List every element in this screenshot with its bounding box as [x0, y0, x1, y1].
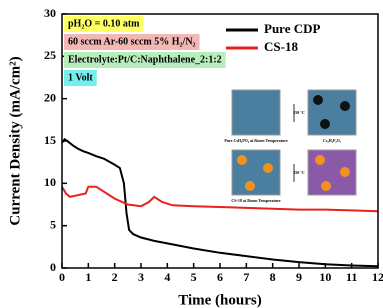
inset-dot	[315, 155, 325, 165]
x-tick-label: 12	[372, 270, 383, 284]
inset-dot	[340, 101, 350, 111]
y-axis-label: Current Density (mA/cm²)	[7, 56, 23, 225]
inset-label: 250 °C	[293, 170, 305, 175]
inset-dot	[313, 95, 323, 105]
x-tick-label: 1	[85, 270, 91, 284]
y-tick-label: 5	[50, 217, 56, 231]
inset-panel	[232, 90, 280, 135]
annotation: pH₂O = 0.10 atm	[68, 18, 140, 29]
x-tick-label: 6	[217, 270, 223, 284]
y-tick-label: 20	[44, 90, 56, 104]
inset-dot	[340, 167, 350, 177]
x-tick-label: 4	[164, 270, 170, 284]
legend-label: Pure CDP	[264, 21, 321, 36]
x-tick-label: 7	[243, 270, 249, 284]
x-tick-label: 10	[319, 270, 331, 284]
inset-dot	[263, 163, 273, 173]
x-tick-label: 5	[191, 270, 197, 284]
chart: Time (hours) Current Density (mA/cm²) 0 5…	[0, 0, 383, 308]
inset-label: CS-18 at Room Temperature	[231, 198, 280, 203]
inset-label: Cs₂H₂P₂O₇	[323, 138, 342, 143]
inset-dot	[320, 119, 330, 129]
x-tick-label: 8	[270, 270, 276, 284]
annotation: 1 Volt	[68, 72, 93, 83]
y-tick-label: 0	[50, 260, 56, 274]
inset-dot	[321, 181, 331, 191]
y-tick-label: 15	[44, 133, 56, 147]
inset-dot	[245, 181, 255, 191]
y-tick-label: 30	[44, 6, 56, 20]
y-tick-label: 10	[44, 175, 56, 189]
annotation: Electrolyte:Pt/C:Naphthalene_2:1:2	[68, 54, 222, 65]
inset-dot	[237, 155, 247, 165]
x-tick-label: 0	[59, 270, 65, 284]
x-tick-label: 11	[346, 270, 357, 284]
inset-label: 250 °C	[293, 110, 305, 115]
x-tick-label: 3	[138, 270, 144, 284]
y-tick-label: 25	[44, 48, 56, 62]
x-tick-label: 2	[112, 270, 118, 284]
x-tick-label: 9	[296, 270, 302, 284]
legend-label: CS-18	[264, 39, 298, 54]
x-axis-label: Time (hours)	[178, 292, 261, 308]
annotation: 60 sccm Ar-60 sccm 5% H₂/N₂	[68, 36, 196, 47]
inset-label: Pure CsH₂PO₄ at Room Temperature	[224, 138, 288, 143]
